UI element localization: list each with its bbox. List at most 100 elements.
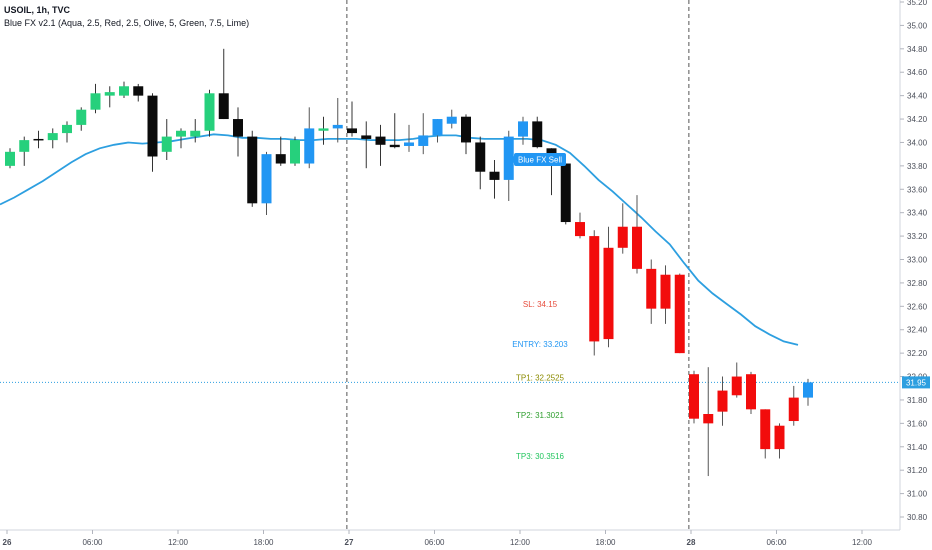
candle-body: [617, 226, 628, 248]
y-tick-label: 32.80: [907, 279, 928, 288]
candle-body: [218, 93, 229, 120]
candle-body: [489, 171, 500, 180]
y-tick-label: 35.20: [907, 0, 928, 7]
level-label-sl: SL: 34.15: [523, 300, 558, 309]
candle-body: [332, 124, 343, 129]
candle-body: [575, 222, 585, 237]
candle-body: [632, 226, 642, 269]
candle-body: [746, 374, 756, 410]
candle-body: [674, 274, 685, 354]
y-tick-label: 34.80: [907, 45, 928, 54]
candle-body: [19, 140, 30, 152]
candle-body: [446, 116, 457, 124]
y-tick-label: 34.20: [907, 115, 928, 124]
signal-label-box: [514, 153, 566, 166]
y-tick-label: 35.00: [907, 21, 928, 30]
x-tick-label: 27: [345, 538, 354, 547]
candle-body: [247, 136, 258, 204]
last-price-badge: [902, 376, 930, 389]
y-tick-label: 32.40: [907, 326, 928, 335]
x-tick-label: 18:00: [595, 538, 616, 547]
candle-body: [503, 136, 514, 180]
candle-body: [717, 390, 728, 412]
y-tick-label: 31.20: [907, 466, 928, 475]
candle-body: [560, 163, 571, 223]
candle-body: [304, 128, 315, 164]
candle-body: [589, 236, 600, 342]
candle-body: [33, 138, 44, 141]
candle-body: [532, 121, 543, 148]
candle-body: [133, 86, 144, 96]
y-tick-label: 31.40: [907, 443, 928, 452]
y-tick-label: 33.20: [907, 232, 928, 241]
candle-body: [375, 136, 386, 145]
y-tick-label: 33.00: [907, 256, 928, 265]
candle-body: [5, 151, 15, 166]
ema-line: [0, 133, 799, 346]
x-tick-label: 12:00: [168, 538, 189, 547]
candle-body: [432, 119, 443, 136]
candle-body: [161, 136, 172, 152]
symbol-title: USOIL, 1h, TVC: [4, 5, 71, 15]
last-price-label: 31.95: [906, 378, 927, 387]
y-tick-label: 30.80: [907, 513, 928, 522]
candle-body: [347, 128, 357, 134]
candle-body: [774, 425, 785, 450]
candle-body: [47, 133, 58, 141]
x-tick-label: 06:00: [424, 538, 445, 547]
y-tick-label: 33.60: [907, 185, 928, 194]
candle-body: [389, 144, 400, 148]
candle-body: [461, 116, 471, 143]
y-tick-label: 33.40: [907, 209, 928, 218]
candle-body: [475, 142, 486, 172]
candle-body: [731, 376, 742, 396]
candle-body: [318, 128, 329, 131]
candle-body: [190, 130, 201, 137]
candle-body: [361, 135, 372, 139]
candle-body: [233, 119, 243, 137]
candle-body: [261, 154, 272, 204]
signal-label: Blue FX Sell: [518, 156, 562, 165]
candle-body: [689, 374, 699, 419]
y-tick-label: 31.80: [907, 396, 928, 405]
y-tick-label: 31.00: [907, 490, 928, 499]
level-label-tp3: TP3: 30.3516: [516, 452, 565, 461]
x-tick-label: 12:00: [510, 538, 531, 547]
candle-body: [760, 409, 771, 450]
candle-body: [176, 130, 186, 137]
candle-body: [104, 92, 115, 96]
indicator-legend[interactable]: Blue FX v2.1 (Aqua, 2.5, Red, 2.5, Olive…: [4, 18, 250, 28]
candle-body: [76, 109, 87, 125]
candle-body: [119, 86, 129, 96]
y-tick-label: 31.60: [907, 419, 928, 428]
candle-body: [603, 247, 614, 340]
y-tick-label: 33.80: [907, 162, 928, 171]
y-tick-label: 34.60: [907, 68, 928, 77]
x-tick-label: 12:00: [852, 538, 873, 547]
candle-body: [660, 274, 671, 309]
x-tick-label: 06:00: [82, 538, 103, 547]
x-tick-label: 18:00: [253, 538, 274, 547]
candle-body: [290, 140, 300, 164]
candle-body: [62, 124, 72, 134]
level-label-tp1: TP1: 32.2525: [516, 374, 565, 383]
x-tick-label: 06:00: [766, 538, 787, 547]
candle-body: [803, 382, 813, 398]
level-label-tp2: TP2: 31.3021: [516, 411, 565, 420]
candle-body: [275, 154, 286, 164]
y-tick-label: 32.20: [907, 349, 928, 358]
candle-body: [90, 93, 101, 110]
y-tick-label: 34.40: [907, 92, 928, 101]
candle-body: [646, 268, 657, 309]
candle-body: [703, 414, 714, 424]
x-tick-label: 28: [687, 538, 696, 547]
candle-body: [204, 93, 215, 131]
candle-body: [788, 397, 799, 422]
candle-body: [147, 95, 158, 157]
signal-label-pointer: [510, 156, 514, 163]
candle-body: [404, 142, 414, 146]
candle-body: [418, 135, 429, 146]
candle-body: [518, 121, 528, 137]
